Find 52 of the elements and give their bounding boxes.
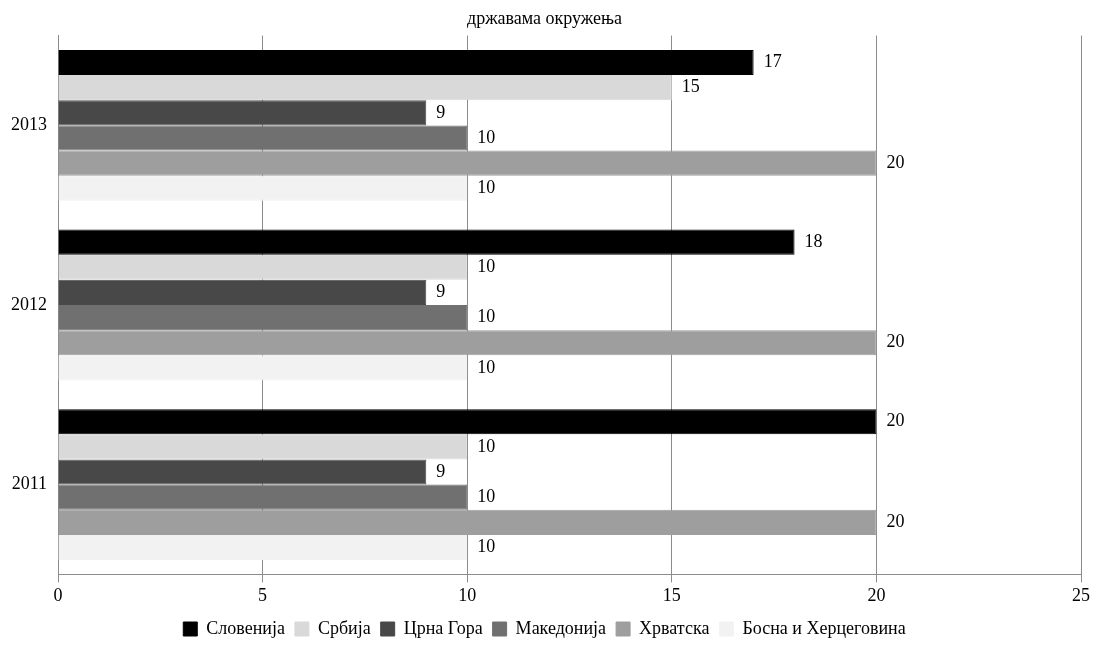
x-tick-label: 15 [662, 584, 681, 605]
bar [58, 409, 877, 435]
bar [58, 229, 795, 255]
bar [58, 434, 468, 460]
bar [58, 355, 468, 381]
y-tick-label: 2012 [11, 293, 47, 314]
data-label: 15 [681, 76, 700, 97]
data-label: 20 [886, 511, 905, 532]
bar [58, 49, 754, 76]
data-label: 10 [477, 176, 496, 197]
data-label: 20 [886, 331, 905, 352]
data-label: 20 [886, 151, 905, 172]
x-tick-label: 10 [458, 584, 477, 605]
bar [58, 509, 877, 535]
data-label: 18 [804, 230, 823, 251]
y-tick-label: 2011 [11, 473, 47, 494]
bar [58, 150, 877, 176]
data-label: 10 [477, 306, 496, 327]
data-label: 9 [436, 281, 446, 302]
bar [58, 330, 877, 356]
legend-label: Хрватска [639, 617, 710, 638]
data-label: 9 [436, 101, 446, 122]
data-label: 10 [477, 536, 496, 557]
data-label: 10 [477, 126, 496, 147]
bar [58, 125, 468, 151]
legend-label: Црна Гора [403, 617, 483, 638]
y-tick-label: 2013 [11, 114, 47, 135]
x-tick-label: 5 [258, 584, 268, 605]
bar [58, 484, 468, 510]
bar [58, 534, 468, 561]
bar [58, 305, 468, 331]
legend-label: Македонија [515, 617, 607, 638]
data-label: 10 [477, 256, 496, 277]
bar [58, 254, 468, 280]
x-tick-label: 20 [867, 584, 886, 605]
bar [58, 75, 672, 101]
data-label: 10 [477, 435, 496, 456]
bar [58, 279, 427, 305]
bar [58, 175, 468, 201]
legend-label: Србија [317, 617, 371, 638]
bar [58, 459, 427, 485]
data-label: 10 [477, 356, 496, 377]
bar [58, 100, 427, 126]
data-label: 17 [763, 51, 782, 72]
data-label: 10 [477, 485, 496, 506]
data-label: 9 [436, 460, 446, 481]
legend-label: Словенија [206, 617, 285, 638]
x-tick-label: 25 [1072, 584, 1090, 605]
x-tick-label: 0 [53, 584, 63, 605]
chart-title: државама окружења [466, 7, 623, 28]
legend-label: Босна и Херцеговина [742, 617, 906, 638]
data-label: 20 [886, 410, 905, 431]
